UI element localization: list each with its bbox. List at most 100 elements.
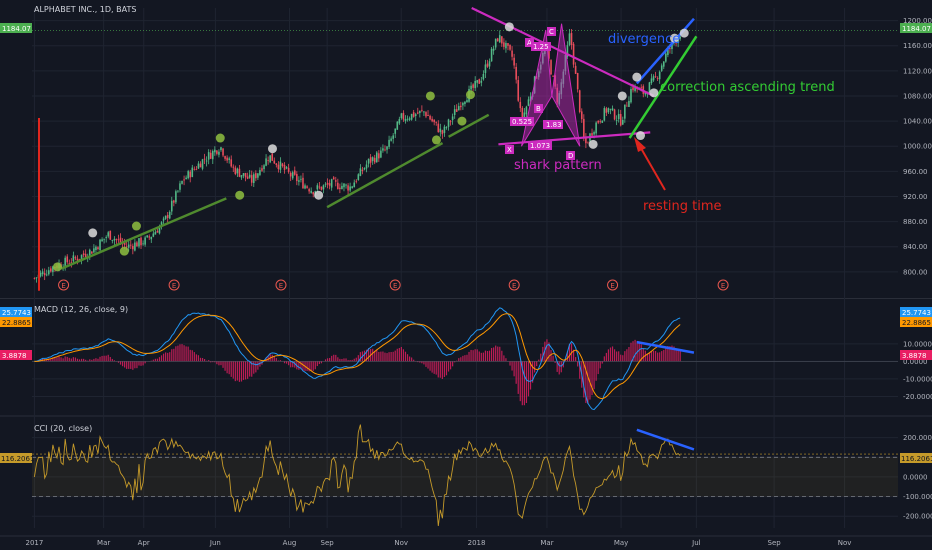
candle-body — [150, 236, 153, 240]
candle-body — [503, 42, 505, 47]
candle-body — [517, 80, 520, 101]
candle-body — [560, 82, 563, 95]
cci-badge-left: 116.2061 — [0, 453, 34, 463]
candle-body — [410, 113, 413, 120]
candle-body — [375, 152, 378, 163]
pivot-dot — [588, 139, 598, 149]
macd-title: MACD (12, 26, close, 9) — [34, 305, 128, 314]
ratio-125: 1.25 — [531, 42, 551, 51]
svg-text:B: B — [536, 105, 541, 113]
candle-body — [52, 266, 54, 273]
candle-body — [462, 102, 464, 106]
cci-tick-label: -200.0000 — [903, 513, 932, 521]
candle-body — [617, 113, 620, 120]
candle-body — [189, 171, 192, 178]
candle-body — [380, 150, 382, 158]
candle-body — [404, 119, 407, 122]
pivot-dot — [465, 90, 475, 100]
candle-body — [265, 158, 267, 166]
x-tick-label: Nov — [838, 539, 852, 547]
cci-line — [33, 424, 681, 527]
price-tick-label: 1080.00 — [903, 92, 932, 100]
candle-body — [480, 80, 483, 83]
candle-body — [267, 160, 269, 162]
candle-body — [109, 230, 112, 240]
candle-body — [70, 262, 73, 264]
candle-body — [660, 65, 663, 71]
candle-body — [406, 118, 409, 120]
candle-body — [527, 99, 530, 106]
candle-body — [199, 163, 202, 168]
candle-body — [490, 48, 493, 62]
candle-body — [183, 179, 185, 181]
signal-badge-left: 22.8865 — [0, 317, 32, 327]
candle-body — [441, 130, 444, 135]
candle-body — [443, 126, 446, 133]
candle-body — [43, 273, 46, 276]
earnings-marker — [168, 279, 180, 291]
candle-body — [449, 121, 452, 123]
candle-body — [275, 163, 278, 165]
candle-body — [99, 239, 101, 251]
candle-body — [250, 175, 253, 183]
candle-body — [181, 180, 183, 184]
candle-body — [191, 167, 194, 177]
price-tick-label: 920.00 — [903, 193, 928, 201]
candle-body — [95, 246, 97, 251]
cci-band — [32, 457, 898, 497]
candle-body — [476, 80, 479, 83]
svg-text:A: A — [527, 39, 532, 47]
candle-body — [302, 177, 304, 189]
candle-body — [611, 108, 614, 111]
candle-body — [339, 187, 341, 190]
candle-body — [552, 75, 554, 77]
candle-body — [320, 186, 323, 190]
svg-text:C: C — [549, 28, 554, 36]
candle-body — [554, 75, 556, 87]
candle-body — [539, 64, 542, 70]
candle-body — [519, 101, 522, 109]
candle-body — [359, 168, 362, 176]
candle-body — [316, 185, 319, 190]
candle-body — [408, 118, 411, 120]
price-tick-label: 1160.00 — [903, 42, 932, 50]
candle-body — [310, 190, 312, 193]
cci-badge: 116.2061 — [900, 453, 932, 463]
pivot-dot — [215, 133, 225, 143]
candle-body — [228, 158, 230, 160]
candle-body — [216, 150, 218, 154]
candle-body — [273, 160, 276, 164]
candle-body — [166, 214, 169, 218]
uptrend-line — [326, 141, 444, 209]
svg-text:25.7743: 25.7743 — [2, 309, 31, 317]
last-price-badge-left: 1184.07 — [0, 23, 32, 33]
x-tick-label: Aug — [283, 539, 297, 547]
signal-badge: 22.8865 — [900, 317, 932, 327]
correction-label: correction ascending trend — [660, 80, 835, 95]
candle-body — [419, 110, 421, 114]
pattern-label-x: X — [505, 145, 514, 154]
candle-body — [168, 211, 171, 219]
candle-body — [244, 172, 247, 178]
candle-body — [615, 120, 618, 121]
candle-body — [386, 146, 388, 150]
candle-body — [437, 123, 440, 133]
candle-body — [345, 184, 347, 186]
cci-tick-label: 0.0000 — [903, 473, 928, 481]
candle-body — [105, 236, 107, 238]
axes: 2017 Mar Apr Jun Aug Sep Nov 2018 Mar May Jul Sep No… — [0, 17, 932, 547]
candle-body — [591, 133, 593, 136]
price-candles — [33, 28, 681, 283]
candle-body — [324, 183, 327, 185]
candle-body — [41, 271, 44, 275]
earnings-marker — [275, 279, 287, 291]
candle-body — [373, 157, 376, 163]
cci-title: CCI (20, close) — [34, 424, 92, 433]
candle-body — [455, 109, 458, 112]
candle-body — [593, 132, 595, 135]
candle-body — [429, 115, 431, 120]
candle-body — [492, 48, 495, 51]
candle-body — [583, 118, 585, 139]
